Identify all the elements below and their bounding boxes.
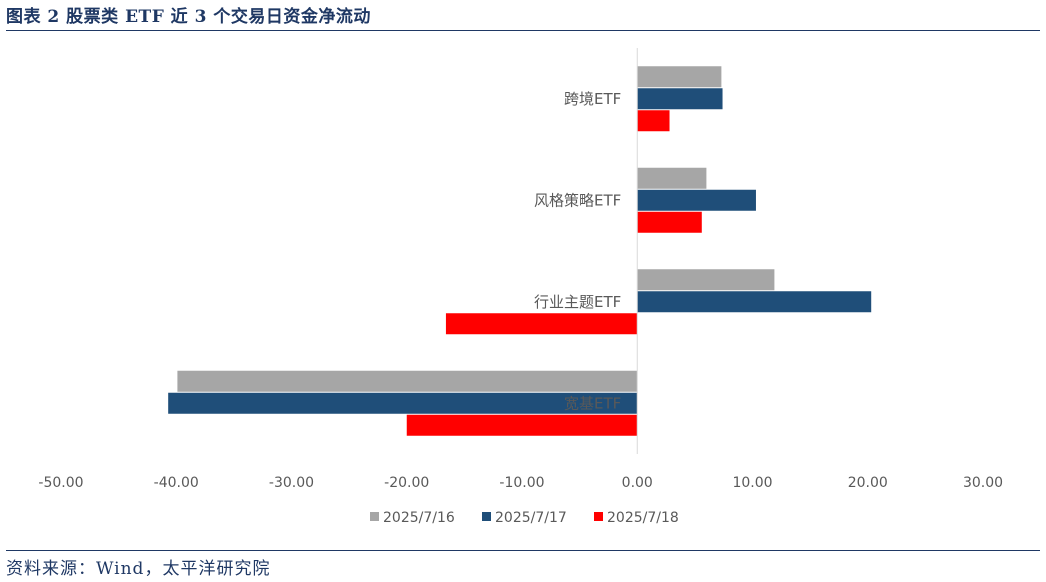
category-label: 跨境ETF [564,90,621,108]
bar-1-3 [637,269,775,291]
category-labels: 跨境ETF 风格策略ETF 行业主题ETF 宽基ETF [534,90,621,413]
category-label: 风格策略ETF [534,191,621,209]
legend-swatch [594,512,603,521]
legend-swatch [482,512,491,521]
bar-2-4 [168,392,638,414]
x-axis-tick-labels: -50.00 -40.00 -30.00 -20.00 -10.00 0.00 10.00 2… [38,475,1003,491]
legend-swatch [370,512,379,521]
x-tick-label: 10.00 [732,475,772,491]
legend-label: 2025/7/18 [607,510,679,526]
category-label: 宽基ETF [564,394,621,412]
x-tick-label: -30.00 [269,475,314,491]
x-tick-label: 30.00 [963,475,1003,491]
bar-2-2 [637,189,756,211]
x-tick-label: -10.00 [499,475,544,491]
x-tick-label: 20.00 [848,475,888,491]
legend-label: 2025/7/17 [495,510,567,526]
bar-3-2 [637,211,702,233]
x-tick-label: -20.00 [384,475,429,491]
bar-2-3 [637,291,872,313]
bar-3-3 [445,313,638,335]
x-tick-label: -40.00 [154,475,199,491]
bar-1-4 [177,370,638,392]
bar-3-1 [637,110,670,132]
category-label: 行业主题ETF [534,293,621,311]
legend-label: 2025/7/16 [383,510,455,526]
chart-title: 图表 2 股票类 ETF 近 3 个交易日资金净流动 [6,7,371,27]
bars-group [168,66,872,436]
bar-3-4 [406,414,638,436]
x-tick-label: -50.00 [38,475,83,491]
source-note: 资料来源：Wind，太平洋研究院 [6,559,271,579]
bottom-divider [6,550,1040,551]
top-divider [6,30,1040,31]
x-tick-label: 0.00 [622,475,653,491]
bar-1-2 [637,167,707,189]
bar-2-1 [637,88,723,110]
bar-1-1 [637,66,722,88]
bar-chart: 跨境ETF 风格策略ETF 行业主题ETF 宽基ETF -50.00 -40.00 -30… [38,48,1003,526]
legend: 2025/7/16 2025/7/17 2025/7/18 [370,510,679,526]
